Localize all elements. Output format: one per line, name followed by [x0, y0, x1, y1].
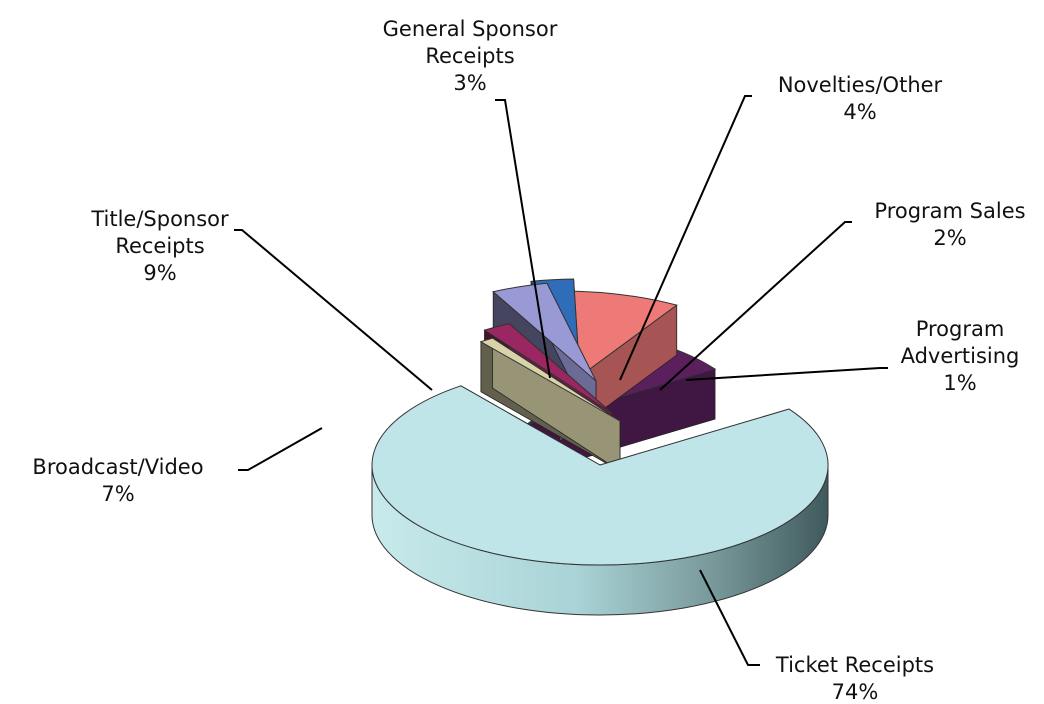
slice-label-line: Program Sales: [874, 199, 1025, 223]
slice-percent: 3%: [453, 71, 486, 95]
slice-label: Title/Sponsor Receipts 9%: [90, 207, 229, 285]
slice-label-line: Receipts: [425, 44, 514, 68]
leader-line: [619, 95, 752, 381]
leader-line: [238, 427, 323, 471]
slice-label-line: Receipts: [115, 234, 204, 258]
slice-percent: 9%: [143, 261, 176, 285]
slice-percent: 1%: [943, 371, 976, 395]
leader-line: [685, 367, 888, 381]
slice-label: Novelties/Other 4%: [778, 73, 943, 124]
slice-label-line: Program: [916, 317, 1005, 341]
slice-label-line: Broadcast/Video: [32, 455, 203, 479]
leader-line: [659, 221, 852, 391]
leader-line: [495, 99, 551, 379]
slice-label-line: General Sponsor: [383, 17, 558, 41]
slice-labels: Ticket Receipts 74%Program Advertising 1%Pr…: [32, 17, 1025, 704]
slice-percent: 4%: [843, 100, 876, 124]
slice-label: Broadcast/Video 7%: [32, 455, 203, 506]
slice-label: General Sponsor Receipts 3%: [383, 17, 558, 95]
leader-line: [234, 229, 433, 391]
pie-slice-top: [479, 337, 621, 422]
slice-percent: 2%: [933, 226, 966, 250]
slice-label: Program Advertising 1%: [901, 317, 1020, 395]
slice-percent: 7%: [101, 482, 134, 506]
slice-label-line: Title/Sponsor: [90, 207, 229, 231]
leader-line: [699, 569, 760, 666]
pie-slice-top: [492, 282, 597, 382]
pie-slice-1: [479, 337, 621, 472]
pie-slice-0: [371, 385, 829, 616]
slice-label-line: Ticket Receipts: [775, 653, 934, 677]
pie-slices: [371, 278, 829, 616]
slice-label: Ticket Receipts 74%: [775, 653, 934, 704]
leader-lines: [234, 95, 888, 666]
pie-slice-top: [371, 385, 829, 566]
slice-label: Program Sales 2%: [874, 199, 1025, 250]
slice-label-line: Advertising: [901, 344, 1020, 368]
slice-percent: 74%: [832, 680, 879, 704]
slice-label-line: Novelties/Other: [778, 73, 943, 97]
